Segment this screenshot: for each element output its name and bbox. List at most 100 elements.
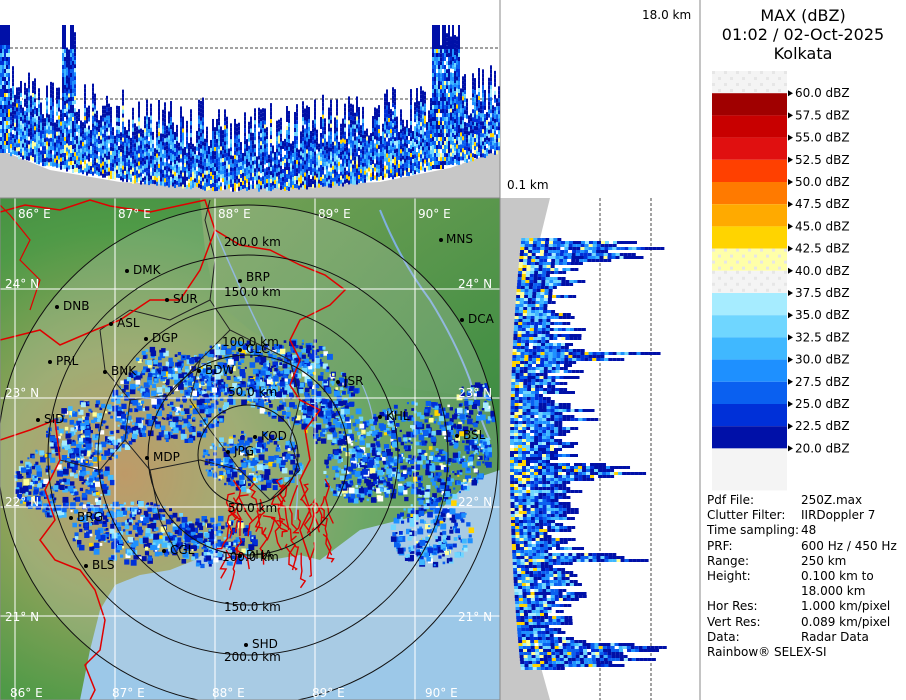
state-boundary (0, 204, 41, 311)
plains (200, 198, 500, 400)
station-label: DCA (468, 312, 495, 326)
info-key (707, 584, 801, 599)
reflectivity-legend: 60.0 dBZ 57.5 dBZ 55.0 dBZ 52.5 dBZ 50.0 dBZ… (712, 71, 850, 491)
ring-label-150-south: 150.0 km (224, 600, 281, 614)
station-label: KOD (261, 429, 287, 443)
info-key: Range: (707, 553, 750, 568)
station-dot (336, 380, 340, 384)
station-label: KHL (386, 409, 410, 423)
info-key: Vert Res: (707, 614, 761, 629)
lon-label: 86° E (10, 686, 43, 700)
lat-label: 24° N (458, 277, 492, 291)
info-key: Data: (707, 629, 740, 644)
station-label: SHD (252, 637, 278, 651)
info-key: Pdf File: (707, 493, 755, 507)
map-area: 200.0 km 150.0 km 100.0 km 50.0 km 50.0 … (0, 198, 500, 700)
station-dot (460, 318, 464, 322)
lon-label: 88° E (212, 686, 245, 700)
ring-label-50-south: 50.0 km (228, 501, 277, 515)
station-dot (165, 298, 169, 302)
station-label: DGP (152, 331, 178, 345)
latitude-labels: 24° N 24° N 23° N 23° N 22° N 22° N 21° … (5, 277, 492, 624)
legend-swatch (712, 337, 787, 360)
station-label: CLC (246, 342, 269, 356)
lat-label: 23° N (5, 386, 39, 400)
legend-swatch (712, 248, 787, 271)
legend-swatch (712, 204, 787, 227)
station-dot (197, 369, 201, 373)
station-dot (69, 516, 73, 520)
legend-label: 40.0 dBZ (795, 264, 850, 278)
station-dot (103, 370, 107, 374)
legend-label: 45.0 dBZ (795, 219, 850, 233)
legend-tick (788, 445, 793, 452)
legend-swatch (712, 115, 787, 138)
legend-swatch (712, 93, 787, 116)
legend-tick (788, 267, 793, 274)
legend-swatch (712, 159, 787, 182)
legend-label: 55.0 dBZ (795, 131, 850, 145)
legend-swatch (712, 448, 787, 491)
ring-label-200-south: 200.0 km (224, 650, 281, 664)
legend-swatch (712, 270, 787, 293)
lat-label: 21° N (458, 610, 492, 624)
ring-label-150-north: 150.0 km (224, 285, 281, 299)
lon-label: 90° E (418, 207, 451, 221)
legend-tick (788, 179, 793, 185)
product-datetime: 01:02 / 02-Oct-2025 (721, 25, 885, 44)
legend-tick (788, 156, 793, 163)
longitude-labels-top: 86° E 87° E 88° E 89° E 90° E (18, 207, 451, 221)
info-key: Time sampling: (707, 523, 800, 538)
product-name: MAX (dBZ) (760, 6, 846, 25)
river (379, 209, 491, 441)
info-value: 48 (801, 523, 817, 538)
legend-tick (788, 356, 793, 363)
station-dot (48, 360, 52, 364)
info-value: 250 km (801, 553, 847, 568)
station-dot (36, 418, 40, 422)
station-label: DHA (246, 548, 273, 562)
legend-tick (788, 423, 793, 430)
station-label: MNS (446, 232, 473, 246)
station-label: BDW (205, 363, 234, 377)
station-dot (439, 238, 443, 242)
vendor-footer: Rainbow® SELEX-SI (707, 645, 827, 660)
legend-swatch (712, 359, 787, 382)
legend-swatch (712, 137, 787, 160)
info-row: Clutter Filter: IIRDoppler 7 (707, 508, 906, 523)
legend-label: 50.0 dBZ (795, 175, 850, 189)
station-labels: MNS DMK BRP DNB SUR ASL DCA DGP PRL BNK … (36, 232, 495, 651)
info-value: 600 Hz / 450 Hz (801, 538, 897, 553)
station-label: ASL (117, 316, 140, 330)
lon-label: 89° E (318, 207, 351, 221)
top-profile-ground (0, 150, 500, 198)
min-height-label: 0.1 km (507, 178, 549, 192)
lat-label: 22° N (5, 495, 39, 509)
lon-label: 87° E (112, 686, 145, 700)
info-row: PRF: 600 Hz / 450 Hz (707, 539, 906, 554)
legend-swatch (712, 381, 787, 404)
station-label: SID (44, 412, 64, 426)
lat-label: 24° N (5, 277, 39, 291)
legend-tick (788, 112, 793, 119)
lon-label: 88° E (218, 207, 251, 221)
legend-swatch (712, 315, 787, 338)
info-row: Time sampling: 48 (707, 523, 906, 538)
info-value: Radar Data (801, 629, 869, 644)
max-height-label: 18.0 km (642, 8, 692, 22)
info-value: 0.089 km/pixel (801, 614, 891, 629)
info-key: Hor Res: (707, 599, 758, 614)
legend-swatch (712, 226, 787, 249)
district-boundary (189, 329, 241, 471)
station-label: BSL (463, 428, 486, 442)
district-boundary (59, 439, 126, 471)
graticule (0, 198, 500, 700)
legend-label: 30.0 dBZ (795, 353, 850, 367)
legend-label: 32.5 dBZ (795, 330, 850, 344)
station-label: MDP (153, 450, 180, 464)
state-boundary (0, 199, 216, 346)
legend-label: 27.5 dBZ (795, 375, 850, 389)
legend-tick (788, 223, 793, 230)
legend-tick (788, 90, 793, 97)
